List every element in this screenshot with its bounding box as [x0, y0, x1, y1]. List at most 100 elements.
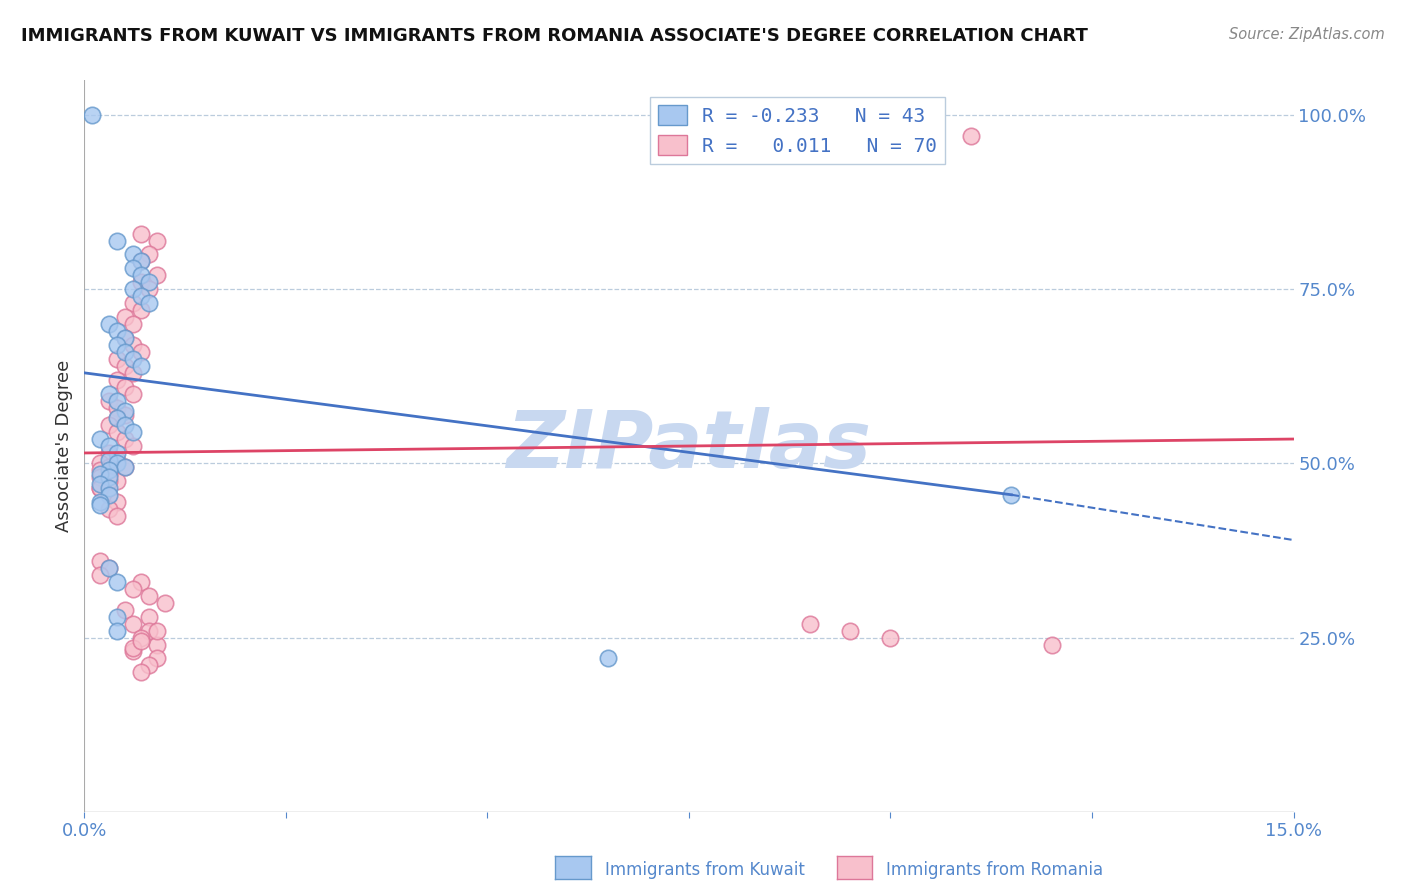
- Point: [97, 467, 120, 481]
- Point: [121, 351, 143, 366]
- Point: [105, 411, 128, 425]
- Point: [97, 561, 120, 575]
- Point: [105, 453, 128, 467]
- Point: [114, 432, 136, 446]
- Point: [129, 254, 152, 268]
- Point: [105, 411, 128, 425]
- Point: [121, 640, 143, 655]
- Point: [129, 631, 152, 645]
- Point: [89, 477, 111, 491]
- Point: [121, 439, 143, 453]
- Point: [97, 463, 120, 477]
- Point: [105, 446, 128, 460]
- Point: [97, 439, 120, 453]
- Point: [97, 317, 120, 331]
- Point: [114, 310, 136, 325]
- Point: [138, 658, 160, 673]
- Point: [114, 459, 136, 474]
- Point: [97, 446, 120, 460]
- Point: [138, 296, 160, 310]
- Point: [105, 401, 128, 415]
- Point: [105, 624, 128, 638]
- Point: [138, 282, 160, 296]
- Point: [89, 470, 111, 484]
- Point: [121, 317, 143, 331]
- Point: [105, 338, 128, 352]
- Point: [105, 508, 128, 523]
- Point: [138, 624, 160, 638]
- Point: [89, 481, 111, 495]
- Point: [138, 589, 160, 603]
- Point: [114, 404, 136, 418]
- Text: ZIPatlas: ZIPatlas: [506, 407, 872, 485]
- Point: [114, 418, 136, 433]
- Point: [153, 596, 176, 610]
- Point: [89, 457, 111, 471]
- Point: [82, 108, 104, 122]
- Point: [129, 275, 152, 289]
- Point: [105, 574, 128, 589]
- Point: [105, 234, 128, 248]
- Point: [114, 459, 136, 474]
- Point: [121, 366, 143, 380]
- Point: [89, 567, 111, 582]
- Point: [129, 359, 152, 373]
- Point: [89, 463, 111, 477]
- Point: [121, 338, 143, 352]
- Point: [114, 603, 136, 617]
- Point: [146, 268, 169, 283]
- Point: [129, 574, 152, 589]
- Point: [129, 268, 152, 283]
- Y-axis label: Associate's Degree: Associate's Degree: [55, 359, 73, 533]
- Point: [146, 234, 169, 248]
- Point: [146, 651, 169, 665]
- Point: [105, 351, 128, 366]
- Point: [97, 488, 120, 502]
- Point: [129, 289, 152, 303]
- Point: [879, 631, 901, 645]
- Point: [121, 582, 143, 596]
- Point: [89, 467, 111, 481]
- Point: [114, 359, 136, 373]
- Point: [129, 303, 152, 318]
- Point: [97, 470, 120, 484]
- Legend: R = -0.233   N = 43, R =   0.011   N = 70: R = -0.233 N = 43, R = 0.011 N = 70: [650, 97, 945, 163]
- Point: [138, 247, 160, 261]
- Point: [97, 393, 120, 408]
- Point: [114, 331, 136, 345]
- Point: [960, 128, 983, 143]
- Point: [105, 494, 128, 508]
- Point: [146, 638, 169, 652]
- Point: [114, 408, 136, 422]
- Point: [114, 331, 136, 345]
- Point: [105, 373, 128, 387]
- Point: [97, 386, 120, 401]
- Point: [89, 481, 111, 495]
- Point: [105, 609, 128, 624]
- Point: [839, 624, 862, 638]
- Point: [138, 609, 160, 624]
- Point: [105, 425, 128, 439]
- Point: [97, 501, 120, 516]
- Point: [114, 380, 136, 394]
- Point: [121, 616, 143, 631]
- Point: [129, 345, 152, 359]
- Point: [89, 494, 111, 508]
- Point: [129, 227, 152, 241]
- Point: [97, 481, 120, 495]
- Point: [97, 561, 120, 575]
- Point: [1000, 488, 1022, 502]
- Point: [121, 261, 143, 276]
- Point: [121, 644, 143, 658]
- Point: [799, 616, 821, 631]
- Point: [89, 498, 111, 512]
- Point: [97, 488, 120, 502]
- Text: Source: ZipAtlas.com: Source: ZipAtlas.com: [1229, 27, 1385, 42]
- Point: [121, 425, 143, 439]
- Point: [97, 467, 120, 481]
- Point: [138, 275, 160, 289]
- Point: [146, 624, 169, 638]
- Point: [121, 247, 143, 261]
- Point: [114, 345, 136, 359]
- Point: [89, 554, 111, 568]
